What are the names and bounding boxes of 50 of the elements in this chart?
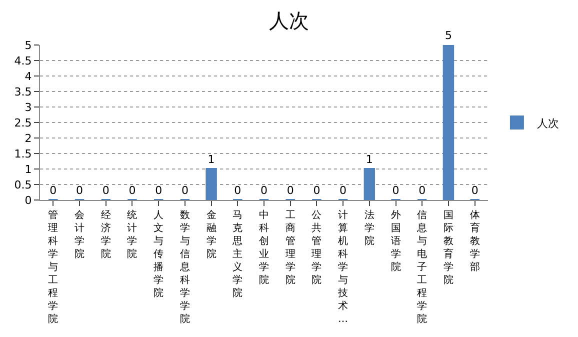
y-tick-label: 1.5	[14, 147, 32, 160]
x-tick-label: 中科创业学院	[259, 209, 269, 286]
data-label: 0	[418, 184, 426, 197]
data-label: 0	[260, 184, 268, 197]
y-tick-label: 4.5	[14, 54, 32, 68]
category-label: 数学与信息科学学院	[180, 210, 190, 325]
data-label: 0	[128, 184, 136, 197]
x-tick-label: 法学院	[364, 209, 374, 247]
y-tick-label: 5	[24, 38, 32, 52]
data-label: 0	[102, 184, 110, 197]
y-tick-label: 0	[24, 194, 32, 207]
category-label: 管理科学与工程学院	[48, 210, 58, 325]
bar	[442, 45, 454, 200]
chart-title: 人次	[269, 8, 309, 32]
data-label: 5	[444, 29, 452, 42]
y-tick-label: 3.5	[14, 85, 32, 98]
data-label: 1	[208, 153, 215, 166]
x-tick-label: 经济学院	[100, 209, 111, 260]
data-label: 0	[340, 184, 347, 197]
data-label: 0	[181, 184, 188, 197]
data-label: 0	[286, 184, 294, 197]
data-label: 0	[471, 184, 478, 197]
data-label: 0	[76, 184, 84, 197]
y-tick-label: 3	[24, 100, 32, 114]
x-tick-label: 体育教学部	[470, 209, 480, 273]
x-tick-label: 工商管理学院	[285, 210, 296, 286]
bar	[206, 168, 217, 200]
y-tick-label: 0.5	[14, 178, 32, 192]
data-label: 0	[313, 184, 320, 197]
legend-label: 人次	[536, 116, 559, 130]
x-tick-label: 会计学院	[74, 209, 85, 260]
x-tick-label: 公共管理学院	[312, 209, 322, 286]
x-tick-label: 统计学院	[127, 209, 138, 260]
data-label: 0	[50, 184, 57, 197]
x-tick-label: 马克思主义学院	[232, 210, 243, 299]
y-tick-label: 4	[24, 70, 32, 83]
y-tick-label: 2.5	[14, 116, 32, 130]
y-tick-label: 2	[24, 132, 32, 145]
y-tick-label: 1	[24, 162, 32, 176]
category-label: 信息与电子工程学院	[417, 210, 428, 325]
data-label: 0	[392, 184, 400, 197]
category-label: 计算机科学与技术…	[338, 210, 348, 325]
x-tick-label: 金融学院	[206, 209, 216, 260]
x-tick-label: 外国语学院	[390, 210, 401, 273]
x-tick-label: 人文与传播学院	[154, 210, 164, 299]
data-label: 0	[234, 184, 242, 197]
bar	[364, 168, 376, 200]
x-tick-label: 国际教育学院	[443, 210, 454, 286]
data-label: 0	[155, 184, 162, 197]
data-label: 1	[366, 153, 373, 166]
